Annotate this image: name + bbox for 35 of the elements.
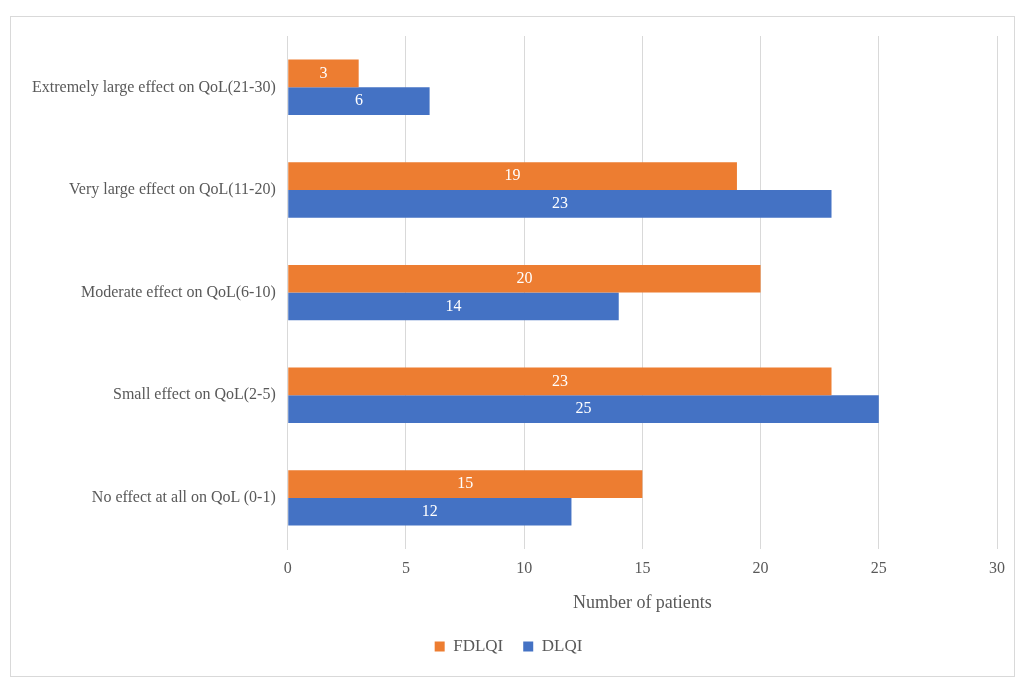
legend-label: FDLQI [453, 635, 504, 655]
data-label: 12 [421, 501, 438, 519]
data-label: 23 [551, 371, 568, 389]
bar [288, 189, 832, 218]
x-tick-label: 0 [283, 559, 292, 576]
x-tick-label: 30 [989, 559, 1005, 576]
data-label: 25 [575, 399, 592, 417]
x-axis-title: Number of patients [572, 591, 712, 612]
x-tick-label: 20 [752, 559, 769, 576]
legend-label: DLQI [541, 635, 583, 655]
y-tick-label: Extremely large effect on QoL(21-30) [31, 77, 276, 96]
y-tick-label: No effect at all on QoL (0-1) [91, 488, 276, 507]
bar [288, 470, 643, 498]
x-tick-label: 5 [401, 559, 410, 576]
y-tick-label: Small effect on QoL(2-5) [112, 385, 276, 404]
data-label: 19 [504, 166, 521, 184]
bar [288, 264, 761, 293]
data-label: 14 [445, 296, 462, 314]
x-tick-label: 10 [516, 559, 533, 576]
x-tick-label: 15 [634, 559, 651, 576]
data-label: 3 [319, 63, 328, 81]
bar [288, 59, 359, 88]
x-tick-label: 25 [870, 559, 887, 576]
bar [288, 87, 430, 116]
bar [288, 367, 832, 396]
bar [288, 162, 737, 190]
bar [288, 292, 619, 321]
y-tick-label: Moderate effect on QoL(6-10) [81, 282, 276, 301]
data-label: 23 [551, 194, 568, 212]
data-label: 6 [354, 91, 363, 109]
bar [288, 497, 572, 526]
data-label: 15 [457, 474, 474, 492]
data-label: 20 [516, 268, 533, 286]
bar [288, 395, 879, 423]
y-tick-label: Very large effect on QoL(11-20) [69, 180, 276, 199]
